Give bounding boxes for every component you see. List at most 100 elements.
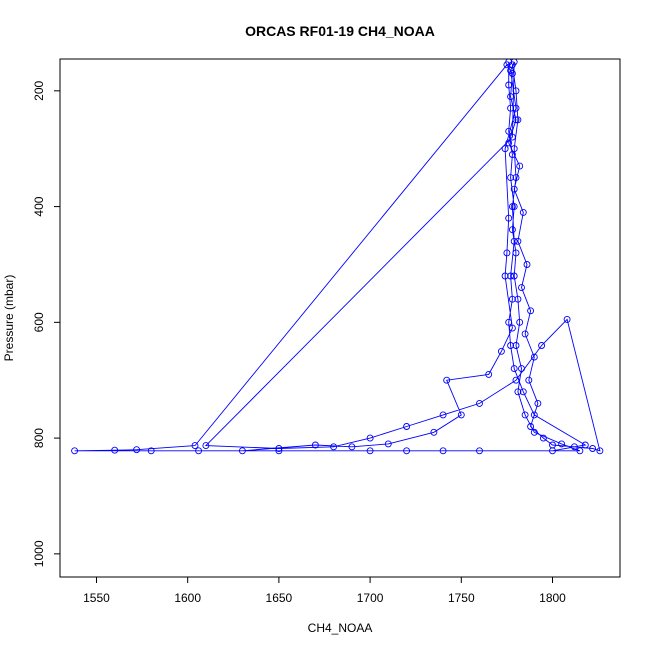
data-point — [516, 318, 524, 326]
y-tick-label: 600 — [32, 312, 46, 332]
data-point — [539, 434, 547, 442]
x-tick-label: 1650 — [266, 591, 293, 605]
data-point — [510, 237, 518, 245]
data-point — [512, 87, 520, 95]
data-point — [507, 93, 515, 101]
data-point — [505, 318, 513, 326]
data-point — [275, 447, 283, 455]
data-point — [311, 441, 319, 449]
data-point — [530, 411, 538, 419]
data-point — [508, 226, 516, 234]
x-tick-label: 1750 — [448, 591, 475, 605]
data-point — [384, 440, 392, 448]
data-point — [581, 441, 589, 449]
data-point — [510, 365, 518, 373]
data-point — [519, 208, 527, 216]
data-point — [439, 411, 447, 419]
data-point — [202, 442, 210, 450]
data-point — [576, 447, 584, 455]
data-point — [534, 399, 542, 407]
data-point — [508, 61, 516, 69]
chart-title: ORCAS RF01-19 CH4_NOAA — [245, 23, 435, 39]
data-point — [507, 174, 515, 182]
data-point — [507, 104, 515, 112]
data-point — [563, 315, 571, 323]
data-point — [596, 447, 604, 455]
data-point — [505, 81, 513, 89]
data-point — [514, 116, 522, 124]
data-point — [514, 237, 522, 245]
plot-area: 1550 1600 1650 1700 1750 1800 200 400 600 800 1000 — [32, 58, 621, 605]
data-point — [512, 376, 520, 384]
data-point — [133, 446, 141, 454]
data-point — [457, 411, 465, 419]
data-point — [521, 411, 529, 419]
data-point — [521, 330, 529, 338]
data-point — [111, 446, 119, 454]
data-point — [512, 249, 520, 257]
data-point — [510, 185, 518, 193]
data-point — [558, 440, 566, 448]
data-point — [549, 447, 556, 455]
data-point — [507, 342, 515, 349]
data-point — [503, 249, 511, 257]
data-point — [501, 145, 509, 153]
data-point — [497, 347, 505, 355]
plot-frame — [59, 58, 621, 578]
data-point — [503, 61, 511, 69]
data-point — [508, 133, 516, 141]
data-point — [516, 162, 524, 170]
data-point — [366, 447, 374, 455]
data-point — [510, 272, 518, 280]
data-point — [512, 174, 520, 182]
data-point — [505, 214, 513, 222]
y-tick-label: 400 — [32, 196, 46, 216]
data-point — [523, 261, 531, 268]
data-point — [512, 104, 520, 112]
data-point — [403, 423, 411, 430]
y-axis-title: Pressure (mbar) — [2, 275, 16, 362]
data-layer — [71, 59, 604, 455]
data-point — [505, 139, 513, 147]
data-point — [439, 447, 447, 455]
data-point — [589, 445, 597, 452]
data-point — [527, 423, 535, 430]
data-point — [403, 447, 411, 455]
y-tick-label: 800 — [32, 428, 46, 448]
x-tick-label: 1800 — [539, 591, 566, 605]
data-point — [476, 399, 483, 407]
data-point — [238, 447, 246, 455]
data-point — [514, 388, 522, 396]
data-point — [501, 272, 509, 280]
x-tick-label: 1550 — [83, 591, 110, 605]
data-point — [366, 434, 374, 442]
x-axis-title: CH4_NOAA — [308, 621, 373, 635]
data-point — [508, 295, 516, 303]
data-point — [538, 342, 546, 349]
x-tick-label: 1700 — [357, 591, 384, 605]
data-point — [476, 447, 483, 455]
data-point — [519, 388, 527, 396]
data-point — [518, 365, 525, 373]
data-point — [508, 203, 516, 211]
data-point — [527, 307, 535, 315]
data-point — [348, 443, 356, 451]
data-point — [195, 447, 203, 455]
data-point — [191, 442, 199, 450]
data-point — [512, 116, 520, 124]
data-point — [443, 376, 451, 384]
data-point — [507, 272, 515, 280]
data-point — [510, 203, 518, 211]
y-tick-label: 200 — [32, 81, 46, 101]
data-point — [530, 353, 538, 361]
data-point — [570, 443, 578, 451]
data-point — [505, 127, 513, 135]
data-point — [530, 428, 538, 436]
data-point — [485, 370, 493, 378]
data-point — [508, 324, 516, 332]
data-point — [514, 295, 522, 303]
data-point — [330, 443, 338, 451]
